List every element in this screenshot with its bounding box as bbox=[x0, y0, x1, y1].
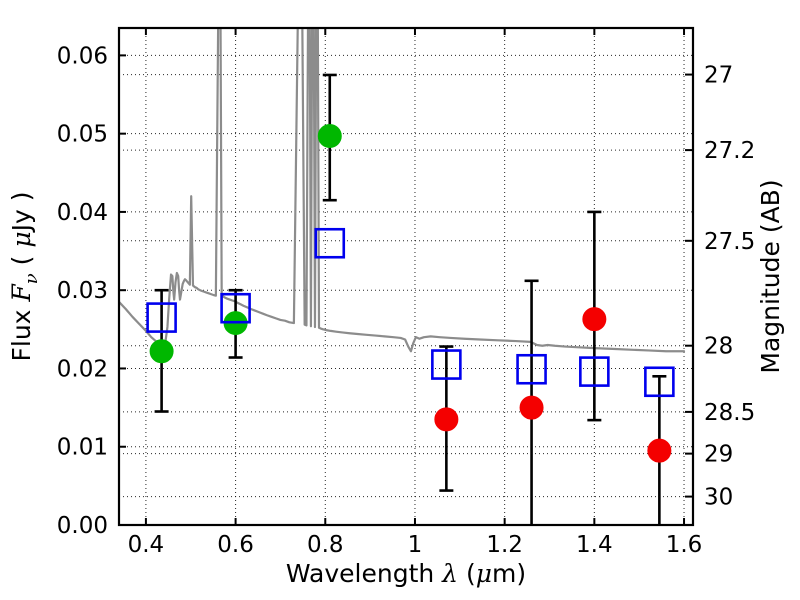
ytick-label-5: 0.05 bbox=[57, 122, 108, 148]
ytick-label-1: 0.01 bbox=[57, 435, 108, 461]
series-observed-green bbox=[149, 73, 342, 413]
datapoint-model-photometry-blue-3[interactable] bbox=[431, 349, 462, 380]
right-axis-label: Magnitude (AB) bbox=[756, 179, 785, 373]
xtick-label-1: 0.6 bbox=[217, 532, 254, 558]
x-axis-label: Wavelength λ (μm) bbox=[286, 559, 526, 588]
datapoint-observed-green-0[interactable] bbox=[149, 339, 174, 364]
datapoint-observed-red-0[interactable] bbox=[434, 407, 459, 432]
magtick-label-5: 29 bbox=[704, 442, 733, 468]
datapoint-model-photometry-blue-1[interactable] bbox=[220, 292, 251, 324]
magtick-label-6: 30 bbox=[704, 485, 733, 511]
spectrum-line bbox=[119, 28, 686, 353]
grid-lines bbox=[119, 28, 693, 525]
datapoint-model-photometry-blue-5[interactable] bbox=[579, 356, 610, 387]
datapoint-observed-green-2[interactable] bbox=[317, 124, 342, 149]
y-axis-ticks: 0.00 0.01 0.02 0.03 0.04 0.05 0.06 bbox=[57, 43, 126, 539]
axes-frame bbox=[117, 26, 695, 527]
model-spectrum-curve bbox=[119, 28, 686, 353]
ytick-label-6: 0.06 bbox=[57, 43, 108, 69]
xtick-label-3: 1 bbox=[408, 532, 423, 558]
datapoint-model-photometry-blue-4[interactable] bbox=[516, 353, 547, 385]
datapoint-model-photometry-blue-0[interactable] bbox=[146, 302, 177, 333]
series-observed-red bbox=[434, 210, 672, 525]
datapoint-model-photometry-blue-2[interactable] bbox=[314, 227, 346, 259]
datapoint-model-photometry-blue-6[interactable] bbox=[644, 366, 675, 398]
ytick-label-0: 0.00 bbox=[57, 513, 108, 539]
xtick-label-0: 0.4 bbox=[128, 532, 165, 558]
ytick-label-4: 0.04 bbox=[57, 200, 108, 226]
xtick-label-5: 1.4 bbox=[576, 532, 613, 558]
ytick-label-3: 0.03 bbox=[57, 278, 108, 304]
xtick-label-4: 1.2 bbox=[486, 532, 523, 558]
xtick-label-6: 1.6 bbox=[666, 532, 703, 558]
y-axis-label: Flux Fν ( μJy ) bbox=[7, 191, 42, 361]
series-model-photometry-blue bbox=[146, 227, 675, 398]
magtick-label-3: 28 bbox=[704, 334, 733, 360]
datapoint-observed-red-1[interactable] bbox=[519, 395, 544, 420]
magtick-label-4: 28.5 bbox=[704, 400, 755, 426]
datapoint-observed-red-2[interactable] bbox=[582, 307, 607, 332]
magtick-label-2: 27.5 bbox=[704, 229, 755, 255]
ytick-label-2: 0.02 bbox=[57, 356, 108, 382]
magtick-label-0: 27 bbox=[704, 63, 733, 89]
datapoint-observed-red-3[interactable] bbox=[647, 438, 672, 463]
x-axis-ticks: 0.4 0.6 0.8 1 1.2 1.4 1.6 bbox=[128, 28, 703, 558]
plot-frame bbox=[117, 26, 695, 527]
right-axis-ticks: 27 27.2 27.5 28 28.5 29 30 bbox=[685, 63, 755, 511]
xtick-label-2: 0.8 bbox=[307, 532, 344, 558]
magtick-label-1: 27.2 bbox=[704, 138, 755, 164]
